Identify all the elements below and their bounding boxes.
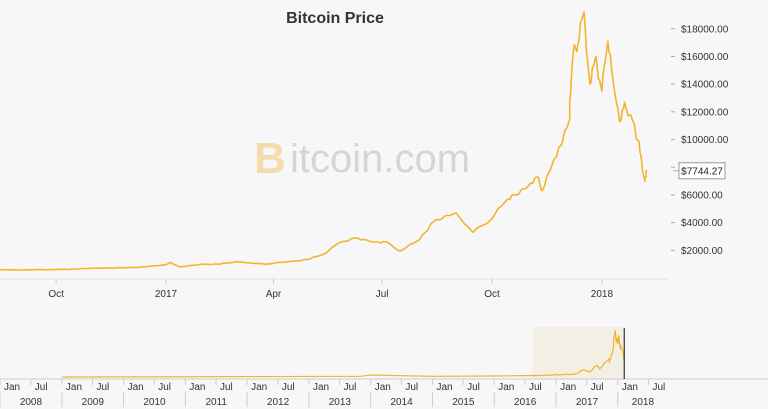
navigator-month-label: Jan	[375, 382, 391, 393]
x-axis: Oct 2017 Apr Jul Oct 2018	[0, 278, 668, 300]
navigator-month-label: Jul	[652, 382, 665, 393]
navigator-month-label: Jul	[282, 382, 295, 393]
navigator-month-label: Jul	[35, 382, 48, 393]
navigator-month-label: Jan	[66, 382, 82, 393]
y-tick-label: $14000.00	[681, 80, 729, 91]
navigator-month-label: Jul	[467, 382, 480, 393]
watermark: B itcoin.com	[254, 134, 470, 183]
x-tick-label: Oct	[48, 289, 64, 300]
navigator-price-line	[62, 329, 625, 378]
x-tick-label: Jul	[376, 289, 389, 300]
y-tick-label: $6000.00	[681, 190, 723, 201]
navigator-month-label: Jul	[529, 382, 542, 393]
navigator-year-label: 2017	[576, 397, 599, 408]
navigator-month-label: Jul	[220, 382, 233, 393]
navigator-month-label: Jan	[251, 382, 267, 393]
navigator-month-label: Jan	[189, 382, 205, 393]
navigator-year-label: 2009	[82, 397, 105, 408]
navigator-month-label: Jan	[436, 382, 452, 393]
navigator-month-label: Jan	[4, 382, 20, 393]
navigator-month-label: Jul	[97, 382, 110, 393]
current-price-box	[678, 162, 726, 180]
navigator-year-label: 2008	[20, 397, 43, 408]
navigator-month-label: Jul	[344, 382, 357, 393]
y-tick-label: $10000.00	[681, 135, 729, 146]
navigator-year-label: 2013	[329, 397, 352, 408]
current-price-value: $7744.27	[681, 166, 723, 177]
navigator-year-label: 2012	[267, 397, 290, 408]
navigator-month-label: Jan	[313, 382, 329, 393]
navigator-month-label: Jan	[498, 382, 514, 393]
navigator-year-label: 2018	[632, 397, 655, 408]
navigator-year-label: 2016	[514, 397, 537, 408]
navigator-year-label: 2014	[390, 397, 413, 408]
y-tick-label: $18000.00	[681, 24, 729, 35]
navigator-year-label: 2010	[143, 397, 166, 408]
navigator-month-label: Jul	[591, 382, 604, 393]
navigator-year-label: 2015	[452, 397, 475, 408]
navigator-month-label: Jul	[158, 382, 171, 393]
navigator-month-label: Jan	[128, 382, 144, 393]
navigator-month-label: Jan	[622, 382, 638, 393]
x-tick-label: 2018	[591, 289, 614, 300]
y-tick-label: $4000.00	[681, 218, 723, 229]
y-tick-label: $16000.00	[681, 52, 729, 63]
y-tick-label: $2000.00	[681, 246, 723, 257]
x-tick-label: Apr	[266, 289, 282, 300]
x-tick-label: Oct	[484, 289, 500, 300]
navigator-month-label: Jan	[560, 382, 576, 393]
y-axis: $2000.00$4000.00$6000.00$8000.00$10000.0…	[671, 24, 729, 257]
navigator-series	[62, 329, 625, 378]
watermark-logo-mark: B	[254, 134, 286, 183]
navigator-year-label: 2011	[205, 397, 227, 408]
navigator-month-label: Jul	[405, 382, 418, 393]
y-tick-label: $12000.00	[681, 107, 729, 118]
current-price-label: $7744.27	[673, 162, 726, 180]
x-tick-label: 2017	[155, 289, 178, 300]
price-series	[0, 11, 648, 271]
chart-title: Bitcoin Price	[286, 10, 384, 27]
price-line	[0, 11, 648, 271]
watermark-logo-text: itcoin.com	[290, 137, 470, 181]
navigator-selection[interactable]	[532, 327, 625, 379]
